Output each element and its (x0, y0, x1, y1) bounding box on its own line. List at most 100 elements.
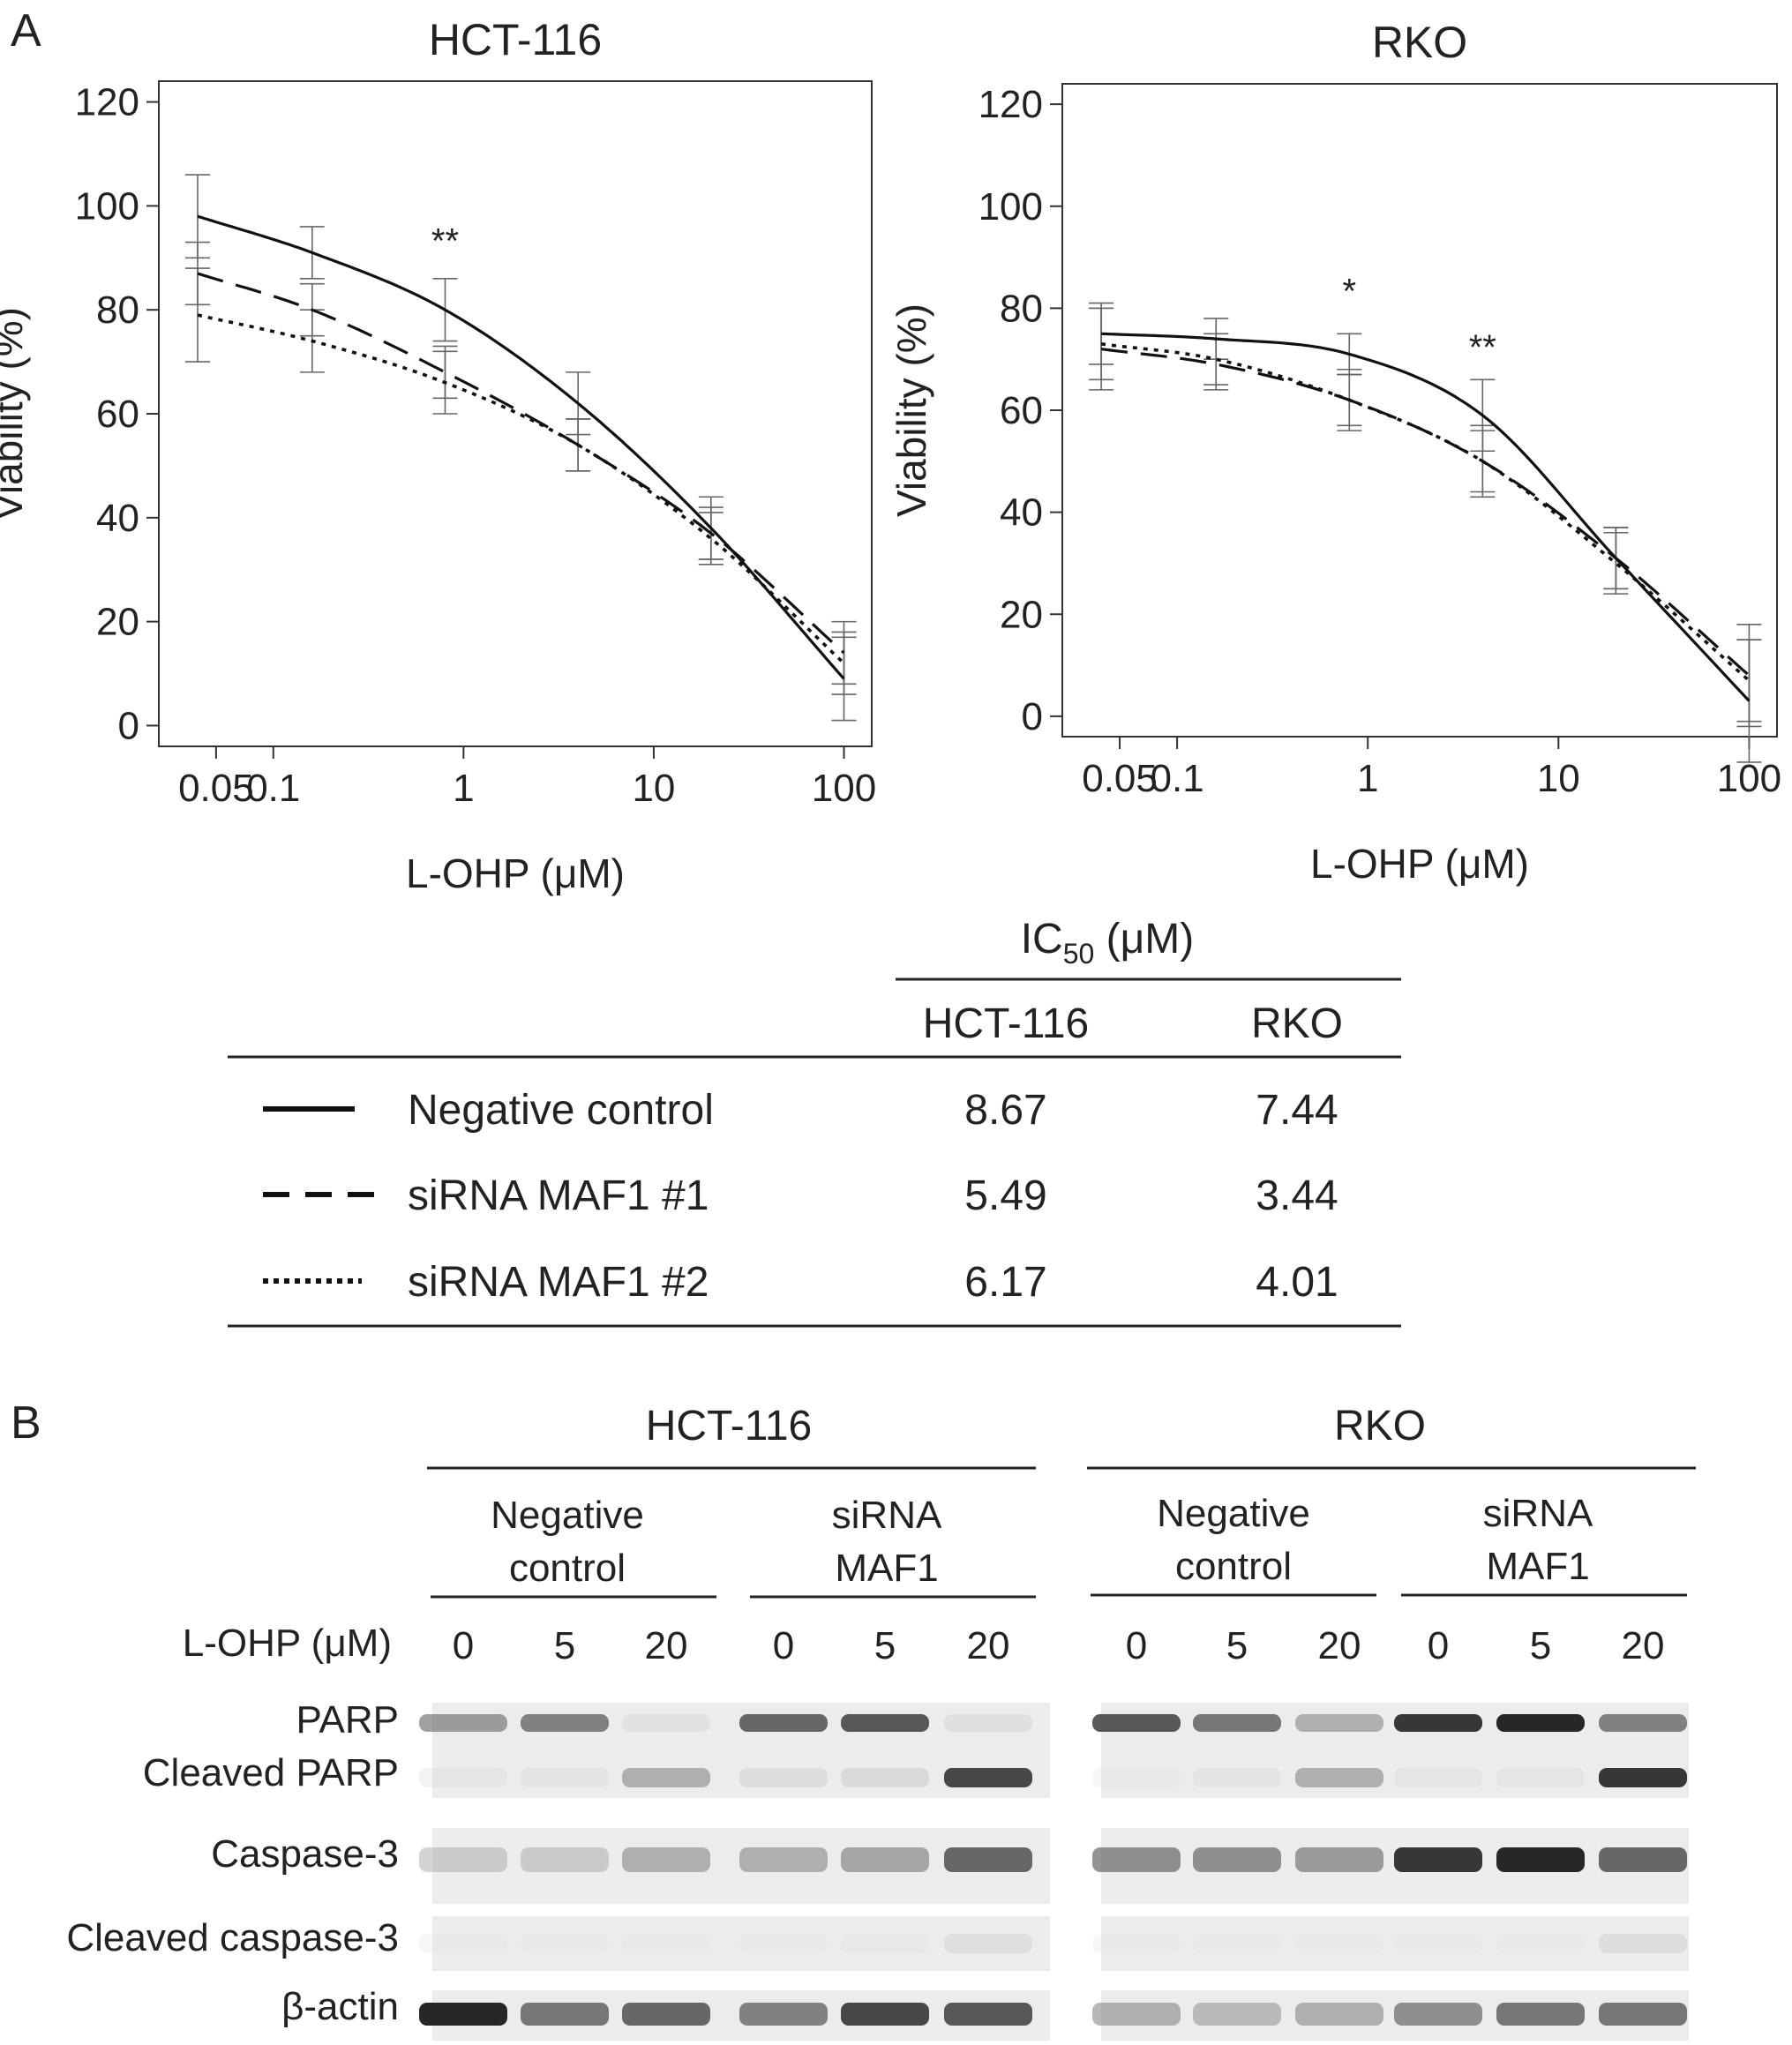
blot-row-label: Caspase-3 (211, 1832, 399, 1876)
rko-ytick-label: 0 (1022, 695, 1043, 738)
hct116-xtick-label: 0.05 (178, 767, 254, 810)
blot-band (419, 2003, 507, 2026)
blot-band (419, 1714, 507, 1732)
blot-band (841, 1847, 929, 1872)
ic50-value-rko-sirna-maf1-1: 3.44 (1256, 1172, 1338, 1219)
blot-band (419, 1768, 507, 1787)
blot-band (1496, 1714, 1585, 1732)
blot-dose-hct116: 0 (453, 1624, 474, 1667)
blot-dose-hct116: 0 (773, 1624, 794, 1667)
blot-band (1295, 1714, 1383, 1732)
blot-band (944, 1768, 1032, 1787)
hct116-ytick-label: 20 (96, 601, 139, 644)
chart-rko: RKO 0 20 40 60 80 100 120 0.050.1 1 10 100 L-OHP (μM… (889, 18, 1781, 887)
blot-dose-hct116: 5 (554, 1624, 575, 1667)
blot-band (521, 1847, 609, 1872)
blot-group-rko-sirna-line1: siRNA (1483, 1492, 1593, 1535)
blot-band (1295, 1847, 1383, 1872)
blot-dose-rko: 0 (1126, 1624, 1147, 1667)
blot-cellline-hct116: HCT-116 (646, 1403, 813, 1449)
blot-band (1092, 2003, 1181, 2026)
blot-headers: HCT-116 RKO Negative control siRNA MAF1 … (183, 1403, 1696, 1665)
rko-xtick-label: 10 (1537, 757, 1580, 800)
ic50-row-label-negative-control: Negative control (408, 1087, 714, 1134)
blot-band (944, 1934, 1032, 1953)
rko-series-solid (1101, 332, 1751, 702)
blot-band (521, 2003, 609, 2026)
blot-band (1394, 1714, 1482, 1732)
chart-hct116: HCT-116 0 20 40 60 80 100 120 0.050.1 1 10 100 L-OHP… (0, 15, 876, 896)
hct116-series-dashed (197, 272, 845, 655)
rko-ytick-label: 40 (1000, 491, 1043, 535)
ic50-value-rko-sirna-maf1-2: 4.01 (1256, 1259, 1338, 1306)
hct116-xlabel: L-OHP (μM) (406, 850, 625, 896)
blot-strip-rko (1101, 1916, 1689, 1971)
blot-dose-hct116: 20 (645, 1624, 688, 1667)
blot-group-hct116-sirna-line1: siRNA (832, 1494, 942, 1537)
blot-dose-hct116: 20 (967, 1624, 1010, 1667)
blot-band (1092, 1934, 1181, 1953)
blot-dose-label: L-OHP (μM) (183, 1622, 392, 1665)
hct116-significance-mark: ** (431, 221, 459, 260)
blot-band (739, 1714, 828, 1732)
ic50-value-rko-negative-control: 7.44 (1256, 1087, 1338, 1134)
blot-band (1599, 1768, 1687, 1787)
blot-band (841, 1934, 929, 1953)
rko-ytick-label: 100 (978, 185, 1043, 228)
ic50-row-label-sirna-maf1-2: siRNA MAF1 #2 (408, 1259, 709, 1306)
hct116-xtick-label: 10 (632, 767, 675, 810)
blot-band (1193, 1847, 1281, 1872)
rko-ytick-label: 80 (1000, 287, 1043, 330)
blot-band (521, 1714, 609, 1732)
blot-band (419, 1847, 507, 1872)
hct116-xtick-label: 0.1 (246, 767, 300, 810)
ic50-title: IC50 (μM) (1021, 916, 1195, 970)
blot-row-label: Cleaved PARP (143, 1751, 399, 1794)
blot-dose-rko: 20 (1622, 1624, 1665, 1667)
blot-group-rko-sirna-line2: MAF1 (1486, 1545, 1589, 1588)
blot-band (1092, 1768, 1181, 1787)
blot-band (521, 1768, 609, 1787)
hct116-xtick-label: 100 (812, 767, 876, 810)
hct116-ylabel: Viability (%) (0, 307, 31, 521)
blot-band (841, 1714, 929, 1732)
blot-band (1496, 1768, 1585, 1787)
ic50-value-hct116-sirna-maf1-2: 6.17 (964, 1259, 1046, 1306)
rko-xlabel: L-OHP (μM) (1310, 841, 1529, 887)
rko-ytick-label: 60 (1000, 389, 1043, 432)
rko-series-dotted (1100, 342, 1751, 682)
blot-band (1599, 1934, 1687, 1953)
ic50-value-hct116-sirna-maf1-1: 5.49 (964, 1172, 1046, 1219)
ic50-table: IC50 (μM) HCT-116 RKO Negative control 8… (228, 916, 1401, 1328)
rko-significance-mark: * (1342, 273, 1356, 311)
blot-band (1496, 2003, 1585, 2026)
blot-group-rko-negative-line2: control (1175, 1545, 1292, 1588)
blot-band (622, 1847, 710, 1872)
blot-row-label: Cleaved caspase-3 (66, 1916, 399, 1959)
blot-strip-hct116 (432, 1916, 1050, 1971)
blot-band (739, 1768, 828, 1787)
blot-band (419, 1934, 507, 1953)
rko-plot-frame (1061, 83, 1778, 738)
blot-dose-rko: 5 (1530, 1624, 1551, 1667)
blot-band (1295, 2003, 1383, 2026)
blot-row-labels: PARP Cleaved PARP Caspase-3 Cleaved caspase… (66, 1698, 399, 2028)
ic50-row-label-sirna-maf1-1: siRNA MAF1 #1 (408, 1172, 709, 1219)
rko-xtick-label: 0.05 (1082, 757, 1158, 800)
ic50-col-hct116: HCT-116 (923, 1000, 1090, 1047)
hct116-ytick-label: 60 (96, 393, 139, 436)
blot-band (1092, 1847, 1181, 1872)
blot-band (1496, 1847, 1585, 1872)
blot-row-label: PARP (296, 1698, 399, 1742)
hct116-ytick-label: 0 (118, 704, 139, 747)
blot-band (622, 1934, 710, 1953)
blot-band (841, 2003, 929, 2026)
blot-dose-ticks: 0 5 20 0 5 20 0 5 20 0 5 20 (453, 1624, 1665, 1667)
rko-xtick-label: 0.1 (1151, 757, 1204, 800)
rko-ytick-label: 120 (978, 83, 1043, 126)
blot-dose-rko: 5 (1226, 1624, 1248, 1667)
panel-label-a: A (11, 5, 41, 56)
blot-band (622, 1768, 710, 1787)
